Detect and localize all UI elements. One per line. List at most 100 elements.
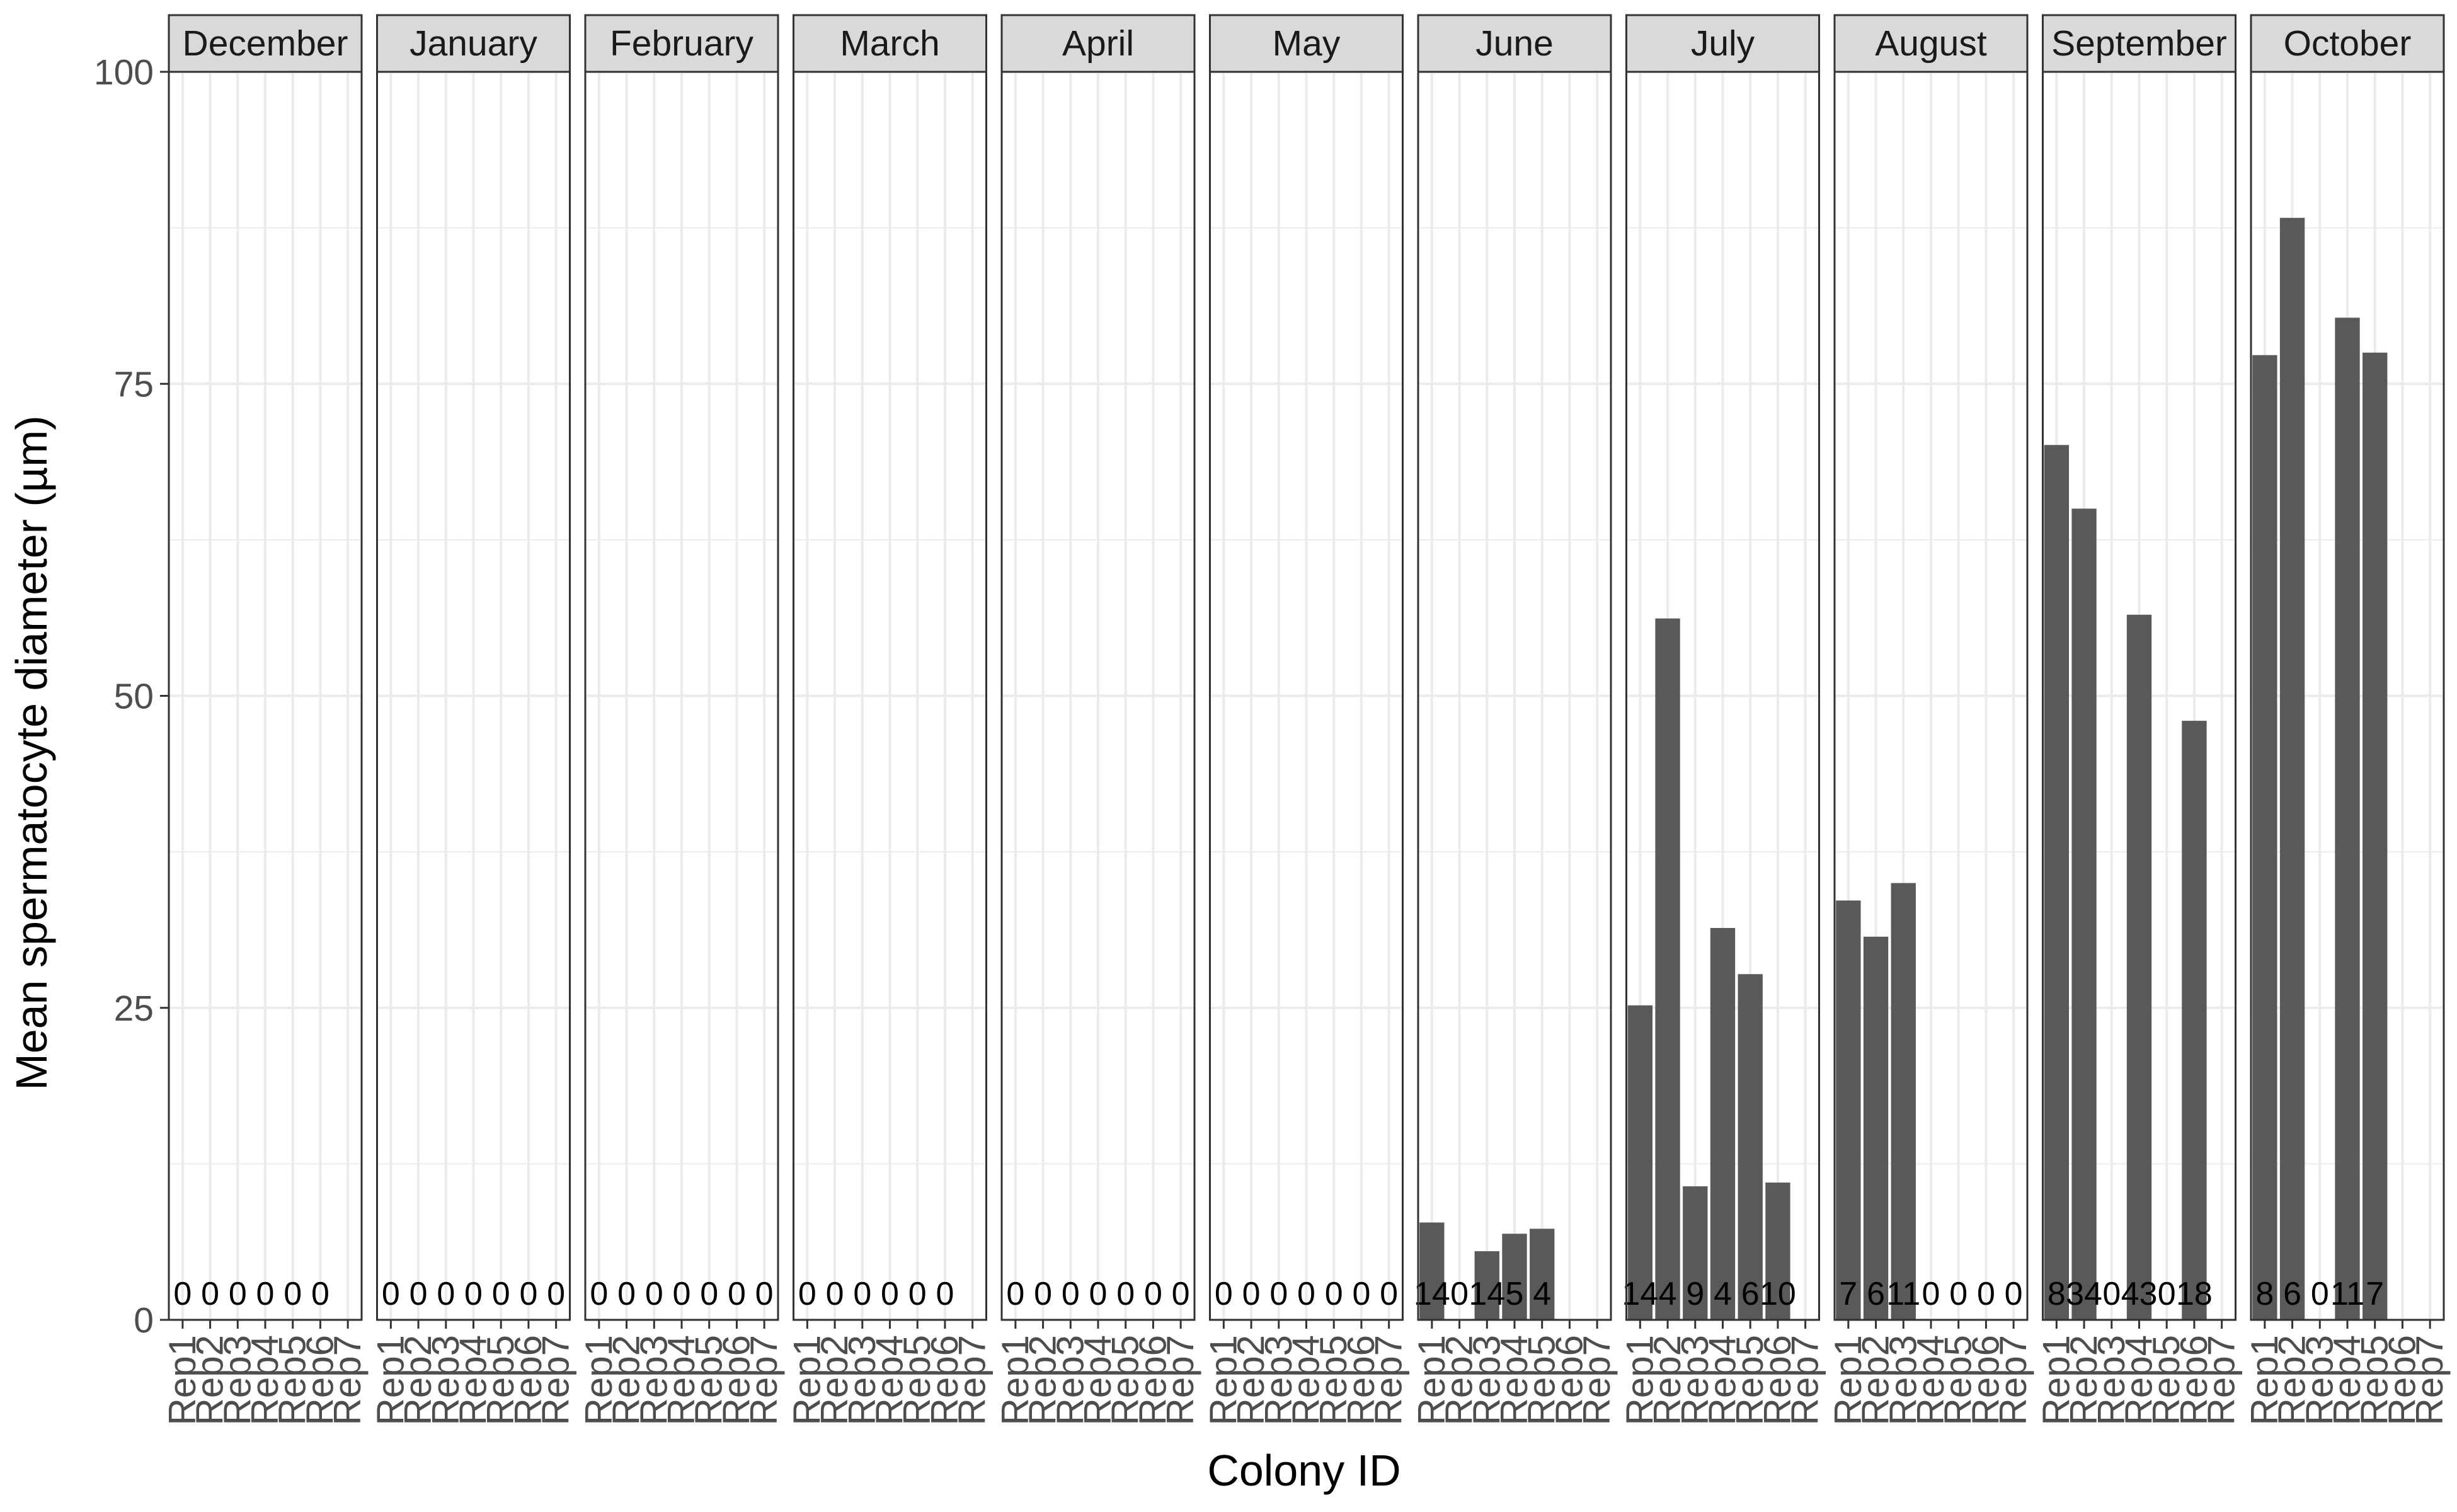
y-tick-label: 25 [114, 988, 154, 1029]
count-label: 0 [798, 1276, 816, 1312]
facet-panel: 8 34 0 43 0 18SeptemberRep1Rep2Rep3Rep4Rep5Re… [2035, 14, 2243, 1425]
facet-strip [1625, 14, 1820, 73]
facet-strip [1417, 14, 1612, 73]
count-label: 18 [2176, 1276, 2213, 1312]
count-label: 0 [755, 1276, 774, 1312]
count-label: 4 [1659, 1276, 1677, 1312]
facet-strip-label: July [1691, 23, 1755, 64]
facet-strip-label: April [1062, 23, 1134, 64]
count-label: 0 [410, 1276, 428, 1312]
x-tick-label: Rep1 [161, 1335, 203, 1425]
count-label: 0 [256, 1276, 275, 1312]
x-tick-label: Rep3 [1674, 1335, 1716, 1425]
count-label: 10 [1760, 1276, 1796, 1312]
count-label: 0 [173, 1276, 192, 1312]
x-tick-label: Rep1 [2243, 1335, 2286, 1425]
y-tick-label: 100 [94, 52, 154, 93]
x-tick-label: Rep6 [1548, 1335, 1590, 1425]
x-tick-label: Rep2 [397, 1335, 439, 1425]
count-label: 0 [284, 1276, 302, 1312]
x-tick-label: Rep6 [2173, 1335, 2215, 1425]
count-label: 6 [1741, 1276, 1760, 1312]
x-tick-label: Rep7 [2201, 1335, 2243, 1425]
bar [2182, 721, 2207, 1320]
count-label: 0 [590, 1276, 608, 1312]
x-tick-label: Rep7 [1784, 1335, 1826, 1425]
count-label: 14 [1622, 1276, 1658, 1312]
x-tick-label: Rep2 [605, 1335, 648, 1425]
count-label: 0 [1144, 1276, 1162, 1312]
count-label: 0 [1242, 1276, 1261, 1312]
x-tick-label: Rep4 [1285, 1335, 1327, 1425]
count-label: 4 [1714, 1276, 1732, 1312]
x-tick-label: Rep5 [1729, 1335, 1771, 1425]
x-tick-label: Rep6 [715, 1335, 757, 1425]
x-tick-label: Rep5 [479, 1335, 522, 1425]
bar [1627, 1005, 1653, 1320]
count-label: 0 [936, 1276, 954, 1312]
x-tick-label: Rep3 [1049, 1335, 1091, 1425]
bar [2279, 217, 2305, 1320]
count-label: 14 [1469, 1276, 1505, 1312]
bar [1502, 1234, 1527, 1320]
x-tick-label: Rep7 [326, 1335, 369, 1425]
x-tick-label: Rep5 [1521, 1335, 1563, 1425]
count-label: 8 [2255, 1276, 2274, 1312]
count-label: 0 [382, 1276, 400, 1312]
x-tick-label: Rep4 [2326, 1335, 2368, 1425]
facet-strip [793, 14, 987, 73]
count-label: 14 [1414, 1276, 1450, 1312]
facet-strip [1209, 14, 1404, 73]
bar [1474, 1251, 1499, 1320]
x-tick-label: Rep3 [2090, 1335, 2133, 1425]
bar [2252, 355, 2277, 1320]
bar [2126, 614, 2152, 1320]
facet-strip [584, 14, 779, 73]
x-tick-label: Rep2 [1230, 1335, 1272, 1425]
count-label: 0 [1297, 1276, 1315, 1312]
facet-strip [1833, 14, 2029, 73]
count-label: 0 [437, 1276, 455, 1312]
count-label: 0 [1089, 1276, 1108, 1312]
facet-strip-label: March [840, 23, 939, 64]
bar [2044, 445, 2070, 1320]
x-tick-label: Rep1 [1827, 1335, 1869, 1425]
x-tick-label: Rep6 [1756, 1335, 1799, 1425]
x-tick-label: Rep5 [2145, 1335, 2187, 1425]
x-tick-label: Rep4 [244, 1335, 286, 1425]
bar [1738, 974, 1763, 1320]
count-label: 0 [1380, 1276, 1398, 1312]
y-axis-title: Mean spermatocyte diameter (µm) [7, 415, 56, 1090]
x-tick-label: Rep5 [1312, 1335, 1354, 1425]
x-tick-label: Rep4 [1910, 1335, 1952, 1425]
facet-strip-label: February [610, 23, 754, 64]
x-tick-label: Rep4 [1077, 1335, 1119, 1425]
facet-strip [168, 14, 363, 73]
count-label: 0 [2005, 1276, 2023, 1312]
x-tick-label: Rep1 [994, 1335, 1036, 1425]
count-label: 0 [2311, 1276, 2329, 1312]
x-tick-label: Rep4 [2118, 1335, 2160, 1425]
facet-strip-label: January [410, 23, 537, 64]
count-label: 7 [2366, 1276, 2384, 1312]
bar [2335, 318, 2360, 1320]
bar [1765, 1183, 1790, 1320]
facet-strip [2042, 14, 2236, 73]
count-label: 0 [1062, 1276, 1080, 1312]
x-tick-label: Rep7 [2408, 1335, 2451, 1425]
count-label: 0 [1172, 1276, 1190, 1312]
x-tick-label: Rep3 [1257, 1335, 1300, 1425]
facet-strip-label: December [183, 23, 348, 64]
x-tick-label: Rep5 [1104, 1335, 1147, 1425]
x-tick-label: Rep7 [1368, 1335, 1410, 1425]
bar [1710, 927, 1736, 1320]
x-tick-label: Rep2 [2271, 1335, 2313, 1425]
count-label: 0 [673, 1276, 691, 1312]
x-tick-label: Rep1 [1202, 1335, 1244, 1425]
x-tick-label: Rep1 [369, 1335, 411, 1425]
